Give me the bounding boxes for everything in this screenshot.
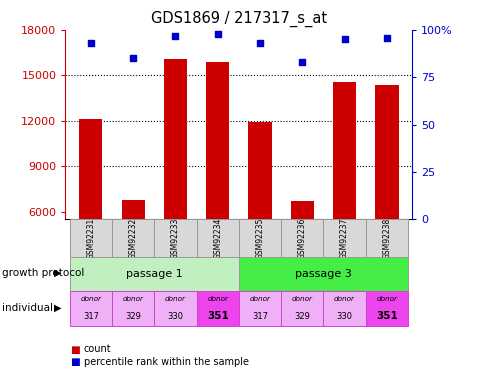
Text: donor: donor bbox=[376, 296, 396, 302]
Text: GSM92234: GSM92234 bbox=[213, 217, 222, 259]
Point bbox=[256, 40, 263, 46]
Bar bbox=[323, 219, 365, 257]
Text: count: count bbox=[84, 345, 111, 354]
Text: GSM92238: GSM92238 bbox=[381, 217, 391, 259]
Text: donor: donor bbox=[207, 296, 228, 302]
Point bbox=[382, 34, 390, 40]
Bar bbox=[281, 291, 323, 326]
Bar bbox=[121, 200, 144, 303]
Bar bbox=[70, 291, 112, 326]
Text: donor: donor bbox=[333, 296, 354, 302]
Point bbox=[298, 59, 305, 65]
Bar bbox=[70, 257, 239, 291]
Bar bbox=[154, 219, 196, 257]
Bar bbox=[112, 219, 154, 257]
Text: GSM92232: GSM92232 bbox=[128, 217, 137, 259]
Bar bbox=[365, 219, 407, 257]
Text: 317: 317 bbox=[83, 312, 99, 321]
Bar bbox=[238, 291, 281, 326]
Bar bbox=[333, 81, 355, 303]
Title: GDS1869 / 217317_s_at: GDS1869 / 217317_s_at bbox=[151, 11, 326, 27]
Bar bbox=[196, 219, 238, 257]
Text: passage 1: passage 1 bbox=[126, 269, 182, 279]
Text: 317: 317 bbox=[252, 312, 268, 321]
Text: ■: ■ bbox=[70, 345, 80, 354]
Point bbox=[87, 40, 94, 46]
Text: GSM92235: GSM92235 bbox=[255, 217, 264, 259]
Bar bbox=[196, 291, 238, 326]
Text: GSM92231: GSM92231 bbox=[86, 217, 95, 259]
Bar bbox=[375, 84, 398, 303]
Bar bbox=[238, 257, 407, 291]
Text: 330: 330 bbox=[167, 312, 183, 321]
Text: 330: 330 bbox=[336, 312, 352, 321]
Text: passage 3: passage 3 bbox=[294, 269, 351, 279]
Text: donor: donor bbox=[80, 296, 101, 302]
Text: 351: 351 bbox=[206, 311, 228, 321]
Text: GSM92236: GSM92236 bbox=[297, 217, 306, 259]
Text: donor: donor bbox=[165, 296, 185, 302]
Bar bbox=[290, 201, 313, 303]
Text: ▶: ▶ bbox=[53, 268, 61, 278]
Text: donor: donor bbox=[122, 296, 143, 302]
Text: donor: donor bbox=[291, 296, 312, 302]
Point bbox=[213, 31, 221, 37]
Bar bbox=[164, 59, 187, 303]
Point bbox=[171, 33, 179, 39]
Text: percentile rank within the sample: percentile rank within the sample bbox=[84, 357, 248, 367]
Text: 329: 329 bbox=[294, 312, 310, 321]
Bar bbox=[248, 122, 271, 303]
Text: donor: donor bbox=[249, 296, 270, 302]
Bar bbox=[238, 219, 281, 257]
Bar bbox=[323, 291, 365, 326]
Text: 329: 329 bbox=[125, 312, 141, 321]
Point bbox=[129, 56, 137, 62]
Text: 351: 351 bbox=[375, 311, 397, 321]
Text: GSM92237: GSM92237 bbox=[339, 217, 348, 259]
Bar bbox=[365, 291, 407, 326]
Text: individual: individual bbox=[2, 303, 53, 313]
Text: ▶: ▶ bbox=[53, 303, 61, 313]
Text: growth protocol: growth protocol bbox=[2, 268, 85, 278]
Text: GSM92233: GSM92233 bbox=[170, 217, 180, 259]
Bar bbox=[79, 119, 102, 303]
Text: ■: ■ bbox=[70, 357, 80, 367]
Bar bbox=[281, 219, 323, 257]
Bar bbox=[154, 291, 196, 326]
Point bbox=[340, 36, 348, 42]
Bar bbox=[70, 219, 112, 257]
Bar bbox=[112, 291, 154, 326]
Bar bbox=[206, 62, 229, 303]
